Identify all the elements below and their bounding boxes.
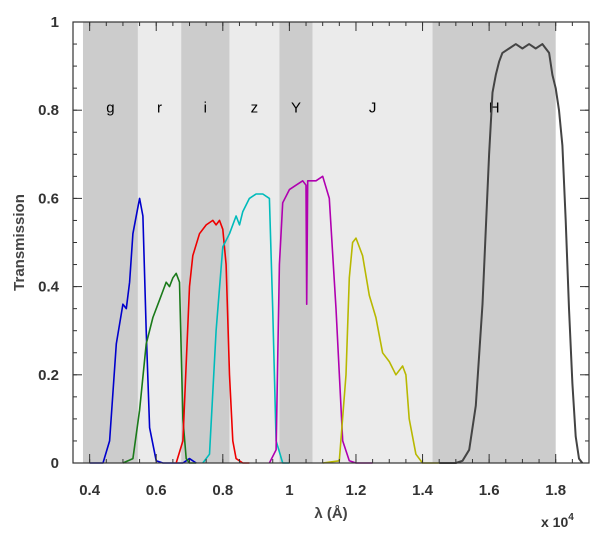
- band-J-label: J: [369, 99, 377, 116]
- band-z-shade: [229, 22, 280, 463]
- transmission-curve-5: [268, 175, 373, 464]
- transmission-curve-4: [202, 193, 290, 464]
- y-tick-label: 1: [51, 14, 59, 31]
- band-J-shade: [312, 22, 433, 463]
- x-tick-label: 1.8: [545, 482, 566, 499]
- y-axis-label: Transmission: [11, 194, 28, 291]
- y-tick-labels: 0 0.2 0.4 0.6 0.8 1: [38, 14, 60, 472]
- transmission-curves: [89, 43, 584, 464]
- y-tick-label: 0.2: [38, 367, 59, 384]
- transmission-curve-2: [122, 272, 197, 464]
- y-tick-label: 0.8: [38, 102, 59, 119]
- x-tick-labels: 0.4 0.6 0.8 1 1.2 1.4 1.6 1.8: [79, 482, 566, 499]
- band-r-label: r: [157, 99, 162, 116]
- band-H-label: H: [489, 99, 500, 116]
- y-tick-label: 0: [51, 455, 59, 472]
- x-tick-label: 1.6: [479, 482, 500, 499]
- y-tick-label: 0.4: [38, 279, 60, 296]
- band-H-shade: [432, 22, 556, 463]
- x-axis-label: λ (Å): [314, 505, 347, 522]
- transmission-curve-6: [322, 237, 440, 464]
- x-axis-multiplier-base: x 10: [541, 514, 568, 530]
- band-g-label: g: [106, 99, 114, 116]
- x-tick-label: 0.8: [212, 482, 233, 499]
- band-g-shade: [82, 22, 138, 463]
- transmission-curve-7: [439, 43, 584, 464]
- band-i-shade: [181, 22, 230, 463]
- x-axis-multiplier: x 104: [541, 512, 574, 530]
- axis-ticks: [73, 21, 590, 464]
- x-tick-label: 1.2: [346, 482, 367, 499]
- x-tick-label: 0.4: [79, 482, 101, 499]
- y-tick-label: 0.6: [38, 190, 59, 207]
- transmission-curve-3: [175, 219, 250, 464]
- band-Y-label: Y: [291, 99, 301, 116]
- transmission-curve-1: [89, 197, 197, 464]
- x-axis-multiplier-exponent: 4: [568, 512, 574, 523]
- x-tick-label: 1.4: [412, 482, 434, 499]
- band-r-shade: [137, 22, 182, 463]
- band-i-label: i: [204, 99, 207, 116]
- filter-band-shading: [82, 22, 556, 463]
- x-tick-label: 0.6: [146, 482, 167, 499]
- x-tick-label: 1: [285, 482, 293, 499]
- band-z-label: z: [251, 99, 259, 116]
